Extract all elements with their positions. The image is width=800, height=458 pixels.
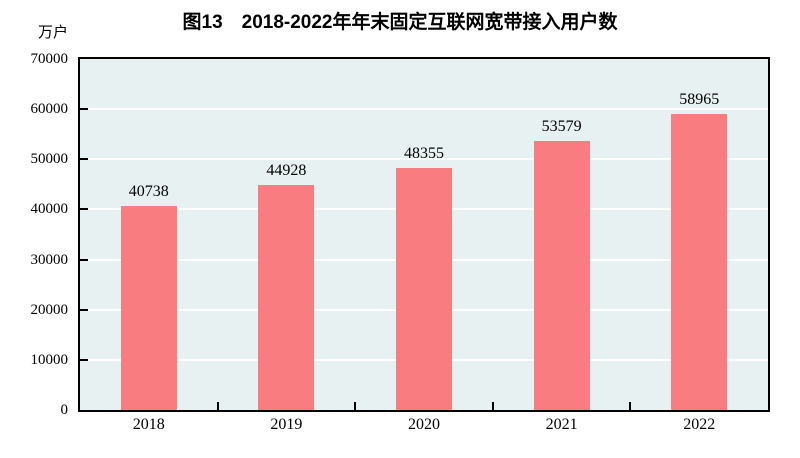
x-tick-label-2018: 2018 xyxy=(132,416,165,433)
bar-value-label-2020: 48355 xyxy=(404,144,444,162)
x-tick-label-2022: 2022 xyxy=(683,416,716,433)
bar-2022 xyxy=(671,114,728,410)
y-tick-label-0: 0 xyxy=(60,402,69,418)
y-tick-label-10000: 10000 xyxy=(30,351,69,368)
x-axis-tick-mark xyxy=(629,402,632,410)
bar-value-label-2022: 58965 xyxy=(679,91,720,109)
bar-2018 xyxy=(120,205,177,410)
x-axis-tick-mark xyxy=(354,402,357,410)
gridline xyxy=(80,108,768,111)
x-tick-label-2019: 2019 xyxy=(270,416,303,433)
x-axis-tick-mark xyxy=(491,402,494,410)
plot-area: 40738 44928 48355 53579 58965 xyxy=(78,57,770,412)
bar-2021 xyxy=(533,141,590,410)
bar-value-label-2021: 53579 xyxy=(541,118,582,136)
y-axis-tick-mark xyxy=(80,108,88,111)
y-axis-tick-mark xyxy=(80,258,88,261)
x-axis-tick-mark xyxy=(216,402,219,410)
bar-value-label-2018: 40738 xyxy=(128,182,169,200)
y-axis-tick-mark xyxy=(80,208,88,211)
y-tick-label-20000: 20000 xyxy=(30,301,69,318)
y-axis-tick-mark xyxy=(80,358,88,361)
y-tick-label-70000: 70000 xyxy=(30,51,69,67)
y-axis-tick-mark xyxy=(80,308,88,311)
x-tick-label-2020: 2020 xyxy=(408,416,440,433)
bar-2020 xyxy=(396,167,452,410)
y-axis-tick-mark xyxy=(80,158,88,161)
y-tick-label-60000: 60000 xyxy=(30,101,69,118)
y-tick-label-40000: 40000 xyxy=(30,201,69,218)
y-axis-unit-label: 万户 xyxy=(37,24,68,41)
chart-title: 图13 2018-2022年年末固定互联网宽带接入用户数 xyxy=(182,12,618,33)
bar-2019 xyxy=(258,184,315,410)
x-tick-label-2021: 2021 xyxy=(545,416,578,433)
bar-value-label-2019: 44928 xyxy=(266,161,307,179)
gridline xyxy=(80,158,768,161)
y-tick-label-30000: 30000 xyxy=(30,251,69,268)
y-tick-label-50000: 50000 xyxy=(30,151,69,168)
